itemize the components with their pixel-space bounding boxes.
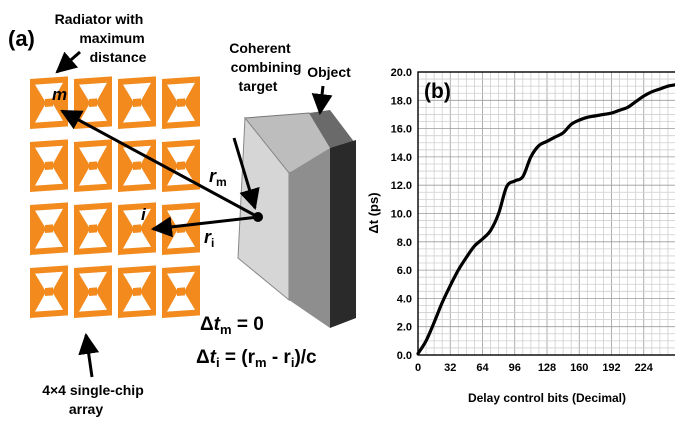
y-tick-label: 2.0	[397, 322, 412, 334]
panel-a: (a) Radiator with maximum distance m i C…	[8, 11, 357, 417]
antenna-element	[162, 265, 200, 318]
object-box	[237, 110, 357, 328]
ray-m-arrow	[60, 109, 259, 219]
equation-i: Δti = (rm - ri)/c	[196, 347, 317, 370]
antenna-element	[162, 76, 200, 129]
focal-point	[253, 212, 263, 222]
object-arrow	[311, 85, 333, 116]
x-axis-label: Delay control bits (Decimal)	[468, 391, 626, 405]
antenna-element	[30, 139, 68, 192]
antenna-element	[118, 139, 156, 192]
target-label-line2: combining	[231, 59, 302, 75]
plot-frame	[417, 71, 675, 356]
antenna-element	[162, 202, 200, 255]
element-m-label: m	[52, 85, 67, 104]
antenna-element	[118, 76, 156, 129]
object-edge	[309, 110, 355, 148]
r-i-label: ri	[204, 227, 214, 250]
panel-b: 0 32 64 96 128 160 192 224 0.0 2.0 4.0 6.0 8.0 10.0 12…	[366, 67, 675, 405]
y-tick-label: 12.0	[391, 180, 412, 192]
x-tick-label: 32	[444, 362, 456, 374]
y-tick-label: 20.0	[391, 67, 412, 79]
target-arrow	[232, 137, 260, 211]
series-line	[416, 83, 675, 356]
antenna-element	[30, 76, 68, 129]
x-tick-label: 160	[570, 362, 588, 374]
object-label: Object	[307, 64, 351, 80]
element-i-label: i	[141, 205, 147, 224]
r-m-label: rm	[209, 166, 227, 189]
plot-grid	[417, 71, 675, 356]
array-label-line1: 4×4 single-chip	[42, 382, 144, 398]
antenna-array	[30, 76, 200, 318]
y-tick-label: 18.0	[391, 95, 412, 107]
array-arrow	[78, 332, 100, 378]
antenna-element	[30, 202, 68, 255]
x-tick-label: 128	[538, 362, 556, 374]
plot-ticks: 0 32 64 96 128 160 192 224 0.0 2.0 4.0 6.0 8.0 10.0 12…	[391, 67, 654, 374]
y-tick-label: 14.0	[391, 152, 412, 164]
y-axis-label: Δt (ps)	[366, 192, 381, 233]
antenna-element	[118, 202, 156, 255]
antenna-element	[118, 265, 156, 318]
ray-i-arrow	[150, 215, 259, 238]
antenna-element	[74, 265, 112, 318]
antenna-element	[74, 202, 112, 255]
y-tick-label: 10.0	[391, 209, 412, 221]
panel-b-label: (b)	[424, 80, 451, 103]
y-tick-label: 0.0	[397, 350, 412, 362]
y-tick-label: 4.0	[397, 293, 412, 305]
x-tick-label: 192	[602, 362, 620, 374]
panel-a-label: (a)	[8, 26, 35, 51]
x-tick-label: 224	[635, 362, 654, 374]
radiator-arrow	[55, 50, 81, 74]
target-label-line1: Coherent	[229, 40, 291, 56]
y-tick-label: 6.0	[397, 265, 412, 277]
array-label-line2: array	[69, 401, 103, 417]
radiator-label-line2: maximum	[79, 30, 144, 46]
equation-m: Δtm = 0	[200, 314, 264, 337]
radiator-label-line3: distance	[90, 49, 147, 65]
target-label-line3: target	[239, 78, 278, 94]
object-back-face	[330, 140, 356, 328]
antenna-element	[30, 265, 68, 318]
y-tick-label: 16.0	[391, 124, 412, 136]
x-tick-label: 96	[509, 362, 521, 374]
radiator-label-line1: Radiator with	[55, 11, 144, 27]
object-side-face	[289, 148, 330, 328]
x-tick-label: 64	[476, 362, 489, 374]
antenna-element	[74, 139, 112, 192]
x-tick-label: 0	[415, 362, 421, 374]
y-tick-label: 8.0	[397, 237, 412, 249]
